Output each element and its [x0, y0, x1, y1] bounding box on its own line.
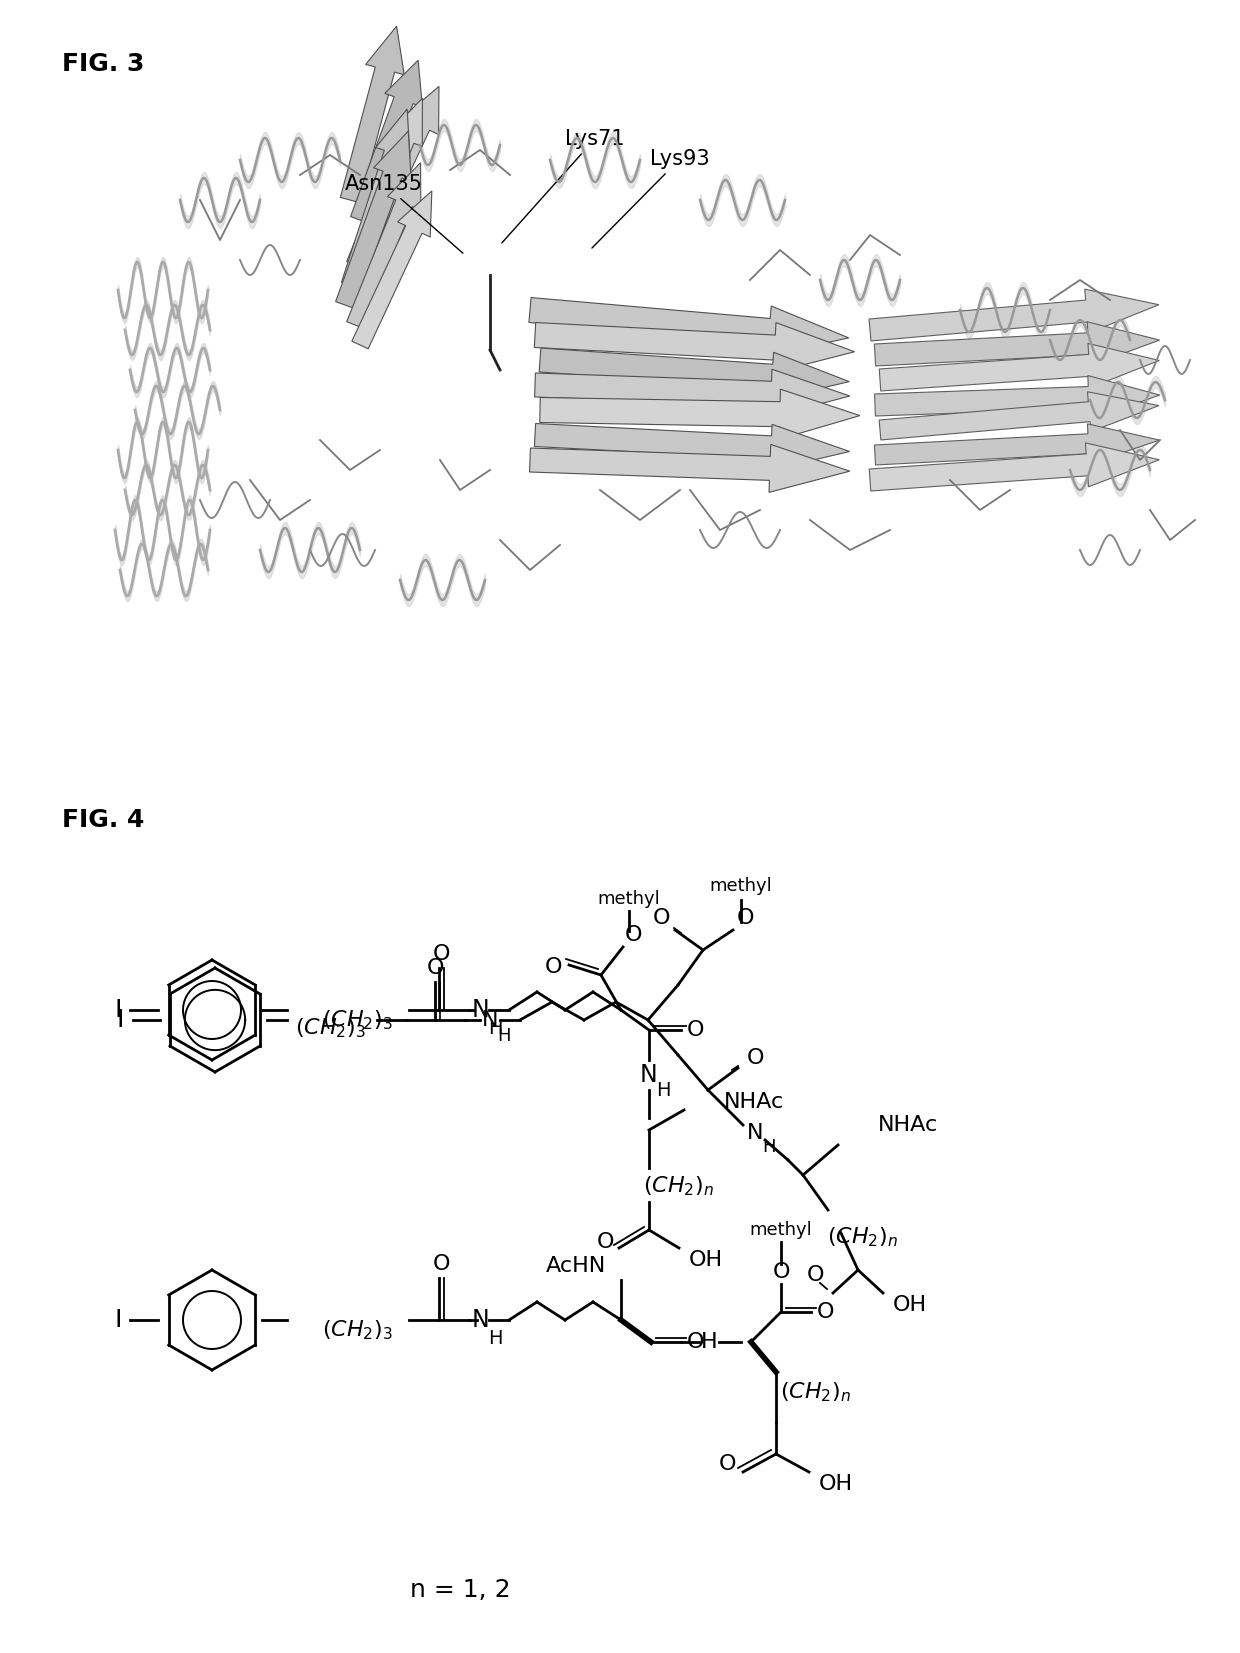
Text: H: H	[656, 1081, 671, 1099]
Text: H: H	[487, 1018, 502, 1038]
Text: O: O	[816, 1303, 833, 1322]
Text: Lys71: Lys71	[502, 129, 625, 243]
Text: H: H	[487, 1329, 502, 1347]
Polygon shape	[534, 322, 854, 372]
Text: O: O	[686, 1332, 704, 1352]
Text: N: N	[472, 998, 490, 1022]
Polygon shape	[529, 445, 849, 493]
Text: $(CH_2)_3$: $(CH_2)_3$	[321, 1008, 392, 1031]
Text: OH: OH	[689, 1250, 723, 1270]
Text: $(CH_2)_n$: $(CH_2)_n$	[644, 1174, 714, 1198]
Polygon shape	[347, 162, 420, 329]
Text: N: N	[472, 1308, 490, 1332]
Text: O: O	[686, 1020, 704, 1040]
Text: O: O	[433, 944, 450, 964]
Polygon shape	[336, 131, 412, 309]
Polygon shape	[879, 392, 1159, 440]
Polygon shape	[874, 423, 1159, 464]
Text: methyl: methyl	[709, 878, 773, 894]
Polygon shape	[534, 423, 849, 471]
Polygon shape	[341, 109, 410, 288]
Polygon shape	[879, 344, 1159, 392]
Text: methyl: methyl	[598, 889, 661, 907]
Text: O: O	[544, 957, 562, 977]
Text: O: O	[737, 907, 754, 927]
Polygon shape	[81, 869, 1180, 1653]
Text: H: H	[497, 1027, 511, 1045]
Text: FIG. 3: FIG. 3	[62, 51, 144, 76]
Polygon shape	[352, 192, 432, 349]
Text: OH: OH	[818, 1474, 853, 1494]
Text: O: O	[427, 959, 444, 979]
Polygon shape	[347, 98, 423, 268]
Polygon shape	[534, 369, 849, 417]
Text: N: N	[746, 1122, 764, 1142]
Text: Lys93: Lys93	[591, 149, 709, 248]
Polygon shape	[539, 349, 849, 400]
Text: $(CH_2)_3$: $(CH_2)_3$	[321, 1317, 392, 1342]
Text: I: I	[117, 1008, 124, 1031]
Text: OH: OH	[893, 1294, 928, 1316]
Text: $(CH_2)_3$: $(CH_2)_3$	[295, 1017, 366, 1040]
Polygon shape	[869, 443, 1159, 491]
Text: NHAc: NHAc	[724, 1093, 784, 1112]
Polygon shape	[351, 60, 423, 223]
Text: O: O	[596, 1231, 614, 1251]
Text: O: O	[718, 1455, 735, 1474]
Text: I: I	[114, 998, 122, 1022]
Text: N: N	[482, 1010, 498, 1030]
Text: O: O	[652, 907, 670, 927]
Text: n = 1, 2: n = 1, 2	[409, 1579, 511, 1602]
Text: NHAc: NHAc	[878, 1116, 939, 1136]
Text: FIG. 4: FIG. 4	[62, 808, 144, 831]
Text: methyl: methyl	[750, 1222, 812, 1240]
Polygon shape	[874, 375, 1159, 420]
Text: N: N	[640, 1063, 658, 1088]
Polygon shape	[340, 26, 404, 203]
Text: AcHN: AcHN	[546, 1256, 606, 1276]
Text: Asn135: Asn135	[345, 174, 463, 253]
Polygon shape	[529, 298, 849, 355]
Text: O: O	[433, 1255, 450, 1274]
Text: H: H	[763, 1137, 776, 1155]
Polygon shape	[869, 289, 1159, 341]
Polygon shape	[874, 322, 1159, 365]
Text: H: H	[701, 1332, 717, 1352]
Text: O: O	[806, 1265, 823, 1284]
Text: O: O	[773, 1261, 790, 1283]
Polygon shape	[539, 388, 861, 440]
Text: I: I	[114, 1308, 122, 1332]
Polygon shape	[356, 86, 439, 250]
Text: O: O	[624, 926, 642, 946]
Text: O: O	[748, 1048, 765, 1068]
Text: $(CH_2)_n$: $(CH_2)_n$	[780, 1380, 852, 1403]
Text: $(CH_2)_n$: $(CH_2)_n$	[827, 1225, 899, 1248]
